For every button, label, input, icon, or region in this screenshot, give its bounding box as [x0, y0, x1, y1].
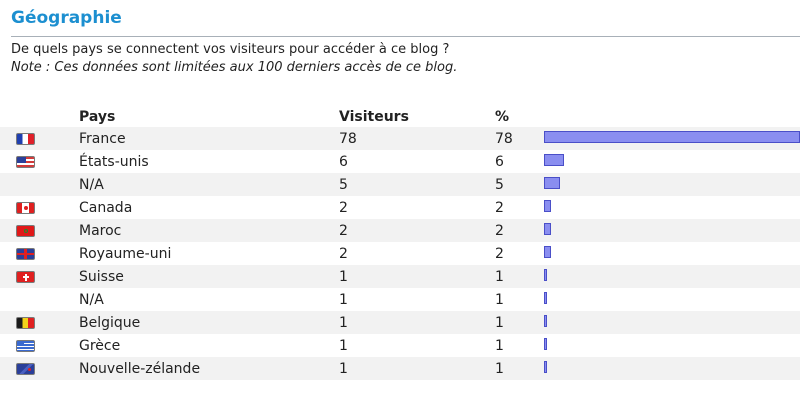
- visitor-count: 1: [339, 315, 348, 331]
- visitor-count: 2: [339, 223, 348, 239]
- country-name: Canada: [79, 200, 133, 216]
- bar-cell: [544, 338, 800, 352]
- flag-cell: [16, 202, 35, 214]
- share-bar: [544, 246, 551, 258]
- bar-cell: [544, 361, 800, 375]
- visitor-count: 1: [339, 361, 348, 377]
- visitor-percent: 1: [495, 315, 504, 331]
- header-percent: %: [495, 109, 510, 125]
- flag-gr-icon: [16, 340, 35, 352]
- share-bar: [544, 177, 560, 189]
- table-row: Grèce 1 1: [0, 334, 800, 357]
- country-name: N/A: [79, 292, 104, 308]
- table-row: N/A 5 5: [0, 173, 800, 196]
- table-body: France 78 78 États-unis 6 6 N/A 5 5 Canada 2 2 Maroc…: [0, 127, 800, 380]
- visitor-count: 6: [339, 154, 348, 170]
- visitor-count: 1: [339, 269, 348, 285]
- share-bar: [544, 269, 547, 281]
- geography-table: Pays Visiteurs % France 78 78 États-unis 6 6 N…: [0, 104, 800, 380]
- flag-nz-icon: [16, 363, 35, 375]
- visitor-percent: 6: [495, 154, 504, 170]
- table-row: États-unis 6 6: [0, 150, 800, 173]
- table-row: Suisse 1 1: [0, 265, 800, 288]
- country-name: Grèce: [79, 338, 121, 354]
- flag-cell: [16, 225, 35, 237]
- visitor-percent: 2: [495, 223, 504, 239]
- visitor-percent: 5: [495, 177, 504, 193]
- share-bar: [544, 361, 547, 373]
- visitor-count: 1: [339, 338, 348, 354]
- table-row: Nouvelle-zélande 1 1: [0, 357, 800, 380]
- table-row: France 78 78: [0, 127, 800, 150]
- flag-cell: [16, 363, 35, 375]
- flag-cell: [16, 248, 35, 260]
- header-country: Pays: [79, 109, 116, 125]
- country-name: Nouvelle-zélande: [79, 361, 201, 377]
- country-name: Suisse: [79, 269, 124, 285]
- bar-cell: [544, 292, 800, 306]
- visitor-count: 2: [339, 246, 348, 262]
- share-bar: [544, 315, 547, 327]
- country-name: N/A: [79, 177, 104, 193]
- table-row: Royaume-uni 2 2: [0, 242, 800, 265]
- share-bar: [544, 131, 800, 143]
- flag-fr-icon: [16, 133, 35, 145]
- visitor-count: 5: [339, 177, 348, 193]
- visitor-percent: 1: [495, 292, 504, 308]
- share-bar: [544, 338, 547, 350]
- country-name: Royaume-uni: [79, 246, 172, 262]
- visitor-percent: 2: [495, 200, 504, 216]
- share-bar: [544, 154, 564, 166]
- flag-ca-icon: [16, 202, 35, 214]
- bar-cell: [544, 315, 800, 329]
- flag-cell: [16, 133, 35, 145]
- visitor-percent: 1: [495, 338, 504, 354]
- section-title: Géographie: [11, 8, 122, 28]
- visitor-percent: 1: [495, 361, 504, 377]
- bar-cell: [544, 269, 800, 283]
- country-name: Maroc: [79, 223, 122, 239]
- share-bar: [544, 292, 547, 304]
- flag-cell: [16, 156, 35, 168]
- flag-cell: [16, 340, 35, 352]
- flag-cell: [16, 317, 35, 329]
- bar-cell: [544, 131, 800, 145]
- bar-cell: [544, 154, 800, 168]
- flag-us-icon: [16, 156, 35, 168]
- country-name: Belgique: [79, 315, 141, 331]
- visitor-percent: 78: [495, 131, 513, 147]
- bar-cell: [544, 200, 800, 214]
- visitor-percent: 1: [495, 269, 504, 285]
- bar-cell: [544, 246, 800, 260]
- table-header: Pays Visiteurs %: [0, 104, 800, 127]
- header-visitors: Visiteurs: [339, 109, 409, 125]
- flag-cell: [16, 271, 35, 283]
- flag-gb-icon: [16, 248, 35, 260]
- title-divider: [11, 36, 800, 37]
- country-name: France: [79, 131, 126, 147]
- visitor-count: 2: [339, 200, 348, 216]
- country-name: États-unis: [79, 154, 149, 170]
- visitor-percent: 2: [495, 246, 504, 262]
- table-row: Belgique 1 1: [0, 311, 800, 334]
- flag-be-icon: [16, 317, 35, 329]
- section-question: De quels pays se connectent vos visiteur…: [11, 42, 450, 57]
- bar-cell: [544, 223, 800, 237]
- section-note: Note : Ces données sont limitées aux 100…: [11, 60, 458, 75]
- visitor-count: 1: [339, 292, 348, 308]
- table-row: Canada 2 2: [0, 196, 800, 219]
- share-bar: [544, 223, 551, 235]
- table-row: Maroc 2 2: [0, 219, 800, 242]
- flag-ch-icon: [16, 271, 35, 283]
- visitor-count: 78: [339, 131, 357, 147]
- table-row: N/A 1 1: [0, 288, 800, 311]
- bar-cell: [544, 177, 800, 191]
- flag-ma-icon: [16, 225, 35, 237]
- share-bar: [544, 200, 551, 212]
